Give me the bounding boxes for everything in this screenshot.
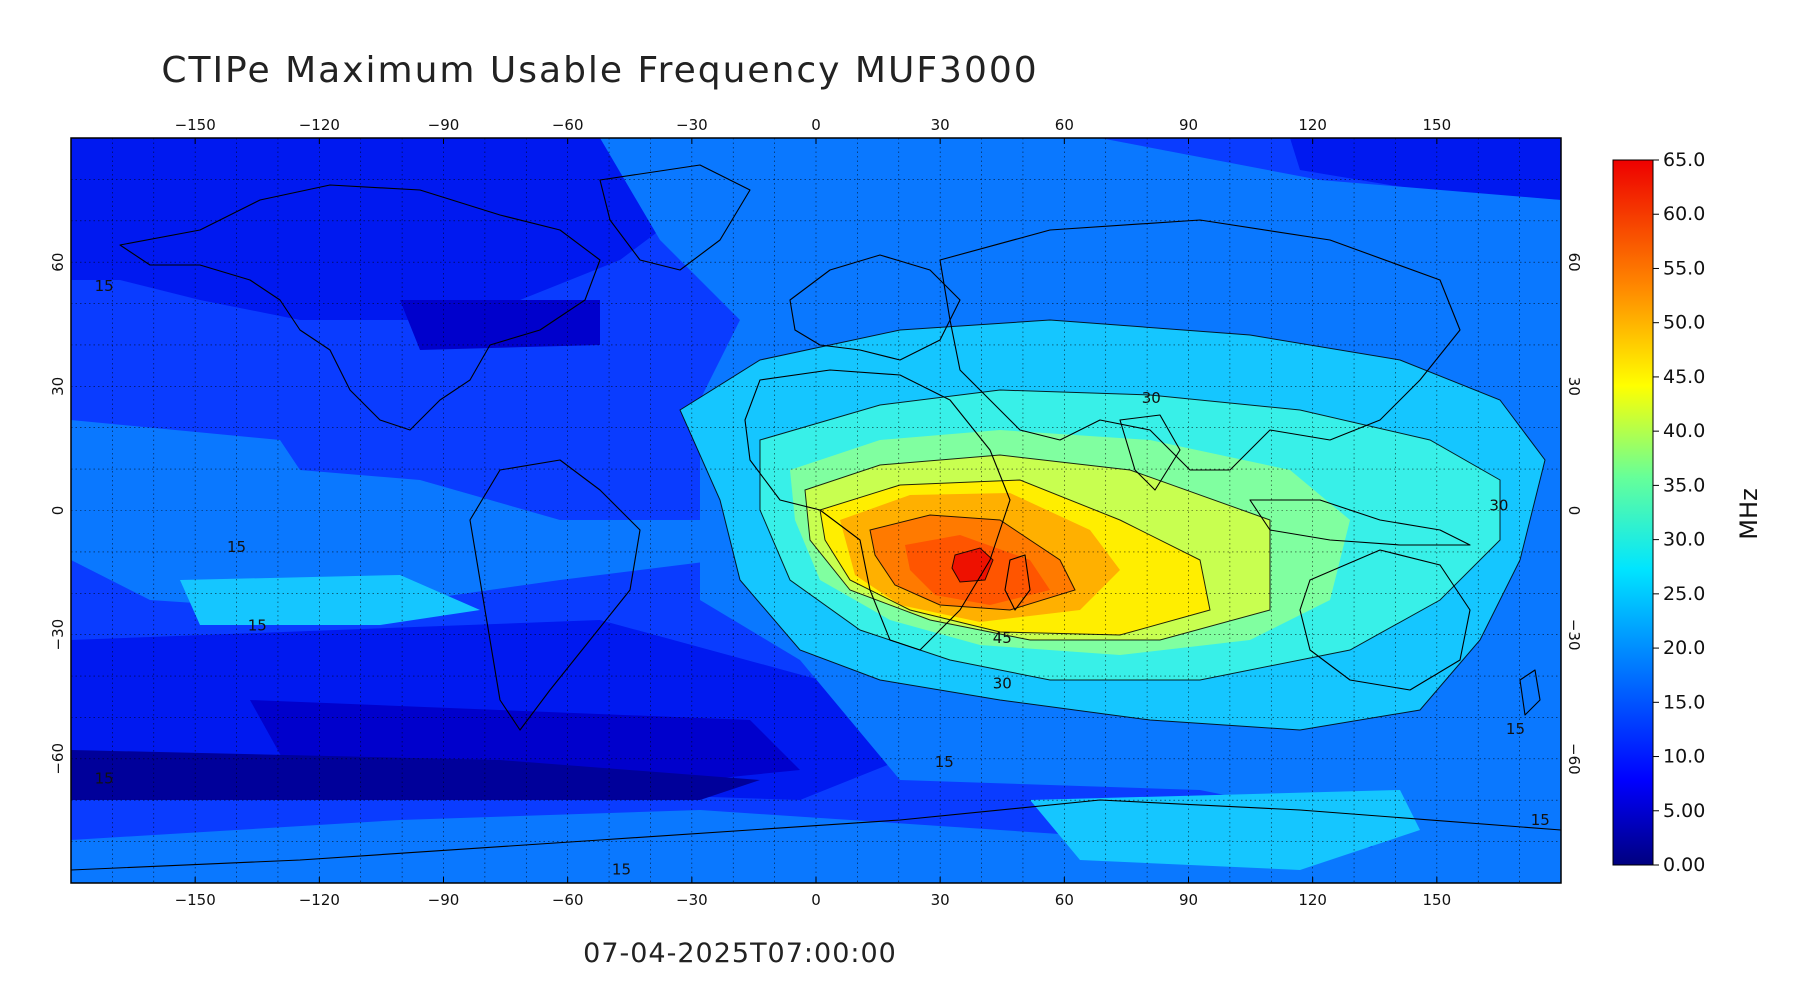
contour-label: 15 (1531, 811, 1550, 829)
contour-label: 15 (95, 277, 114, 295)
contour-lines (679, 319, 1546, 731)
colorbar-ticks: 65.0 60.0 55.0 50.0 45.0 40.0 35.0 30.0 25.0 20.0… (1653, 149, 1705, 876)
lon-tick-label-bottom: −90 (428, 891, 460, 909)
colorbar-tick-label: 10.0 (1663, 746, 1705, 768)
lat-tick-label-left: −60 (49, 743, 67, 775)
lon-tick-label-top: 120 (1298, 116, 1327, 134)
contour-label: 15 (612, 861, 631, 879)
colorbar: 65.0 60.0 55.0 50.0 45.0 40.0 35.0 30.0 25.0 20.0… (1612, 149, 1763, 876)
lon-tick-label-top: 0 (811, 116, 821, 134)
lon-tick-label-bottom: 60 (1055, 891, 1074, 909)
lon-tick-label-bottom: −60 (552, 891, 584, 909)
graticule (71, 138, 1561, 883)
axis-ticks: −150 −150 −120 −120 −90 −90 −60 −60 −30 −30 0 0 30 30… (49, 116, 1583, 909)
timestamp: 07-04-2025T07:00:00 (583, 938, 897, 969)
contour-labels: 15 15 15 15 15 15 15 15 30 30 30 45 (95, 277, 1550, 879)
colorbar-tick-label: 40.0 (1663, 420, 1705, 442)
contour-label: 15 (227, 538, 246, 556)
contour-label: 15 (935, 753, 954, 771)
lat-tick-label-left: 0 (49, 506, 67, 516)
lat-tick-label-left: 30 (49, 377, 67, 396)
lat-tick-label-left: −30 (49, 619, 67, 651)
lat-tick-label-right: −30 (1565, 619, 1583, 651)
lat-tick-label-right: −60 (1565, 743, 1583, 775)
lon-tick-label-bottom: 150 (1423, 891, 1452, 909)
contour-label: 15 (1506, 720, 1525, 738)
map-title: CTIPe Maximum Usable Frequency MUF3000 (161, 50, 1039, 91)
lon-tick-label-bottom: 90 (1179, 891, 1198, 909)
contour-label: 15 (248, 617, 267, 635)
contour-label: 30 (1142, 389, 1161, 407)
colorbar-gradient (1612, 159, 1654, 866)
contour-label: 15 (95, 770, 114, 788)
lat-tick-label-right: 60 (1565, 253, 1583, 272)
colorbar-tick-label: 55.0 (1663, 257, 1705, 279)
lon-tick-label-top: −30 (676, 116, 708, 134)
lon-tick-label-top: −90 (428, 116, 460, 134)
colorbar-tick-label: 20.0 (1663, 637, 1705, 659)
lon-tick-label-bottom: 120 (1298, 891, 1327, 909)
colorbar-tick-label: 60.0 (1663, 203, 1705, 225)
colorbar-tick-label: 35.0 (1663, 474, 1705, 496)
colorbar-tick-label: 30.0 (1663, 529, 1705, 551)
lon-tick-label-bottom: 30 (931, 891, 950, 909)
contour-label: 30 (993, 674, 1012, 692)
lon-tick-label-top: −120 (299, 116, 340, 134)
lon-tick-label-top: −60 (552, 116, 584, 134)
lon-tick-label-bottom: −30 (676, 891, 708, 909)
lon-tick-label-bottom: 0 (811, 891, 821, 909)
lon-tick-label-top: 30 (931, 116, 950, 134)
lon-tick-label-top: 150 (1423, 116, 1452, 134)
muf-field (71, 138, 1561, 883)
lon-tick-label-top: 90 (1179, 116, 1198, 134)
colorbar-tick-label: 15.0 (1663, 691, 1705, 713)
colorbar-unit: MHz (1735, 488, 1763, 539)
colorbar-tick-label: 0.00 (1663, 854, 1705, 876)
lat-tick-label-left: 60 (49, 253, 67, 272)
colorbar-tick-label: 65.0 (1663, 149, 1705, 171)
contour-label: 30 (1489, 497, 1508, 515)
colorbar-tick-label: 5.00 (1663, 800, 1705, 822)
contour-label: 45 (993, 629, 1012, 647)
colorbar-tick-label: 25.0 (1663, 583, 1705, 605)
lon-tick-label-bottom: −120 (299, 891, 340, 909)
lon-tick-label-bottom: −150 (175, 891, 216, 909)
lon-tick-label-top: −150 (175, 116, 216, 134)
coastlines (71, 164, 1561, 871)
colorbar-tick-label: 45.0 (1663, 366, 1705, 388)
lat-tick-label-right: 30 (1565, 377, 1583, 396)
lon-tick-label-top: 60 (1055, 116, 1074, 134)
lat-tick-label-right: 0 (1565, 506, 1583, 516)
colorbar-tick-label: 50.0 (1663, 312, 1705, 334)
